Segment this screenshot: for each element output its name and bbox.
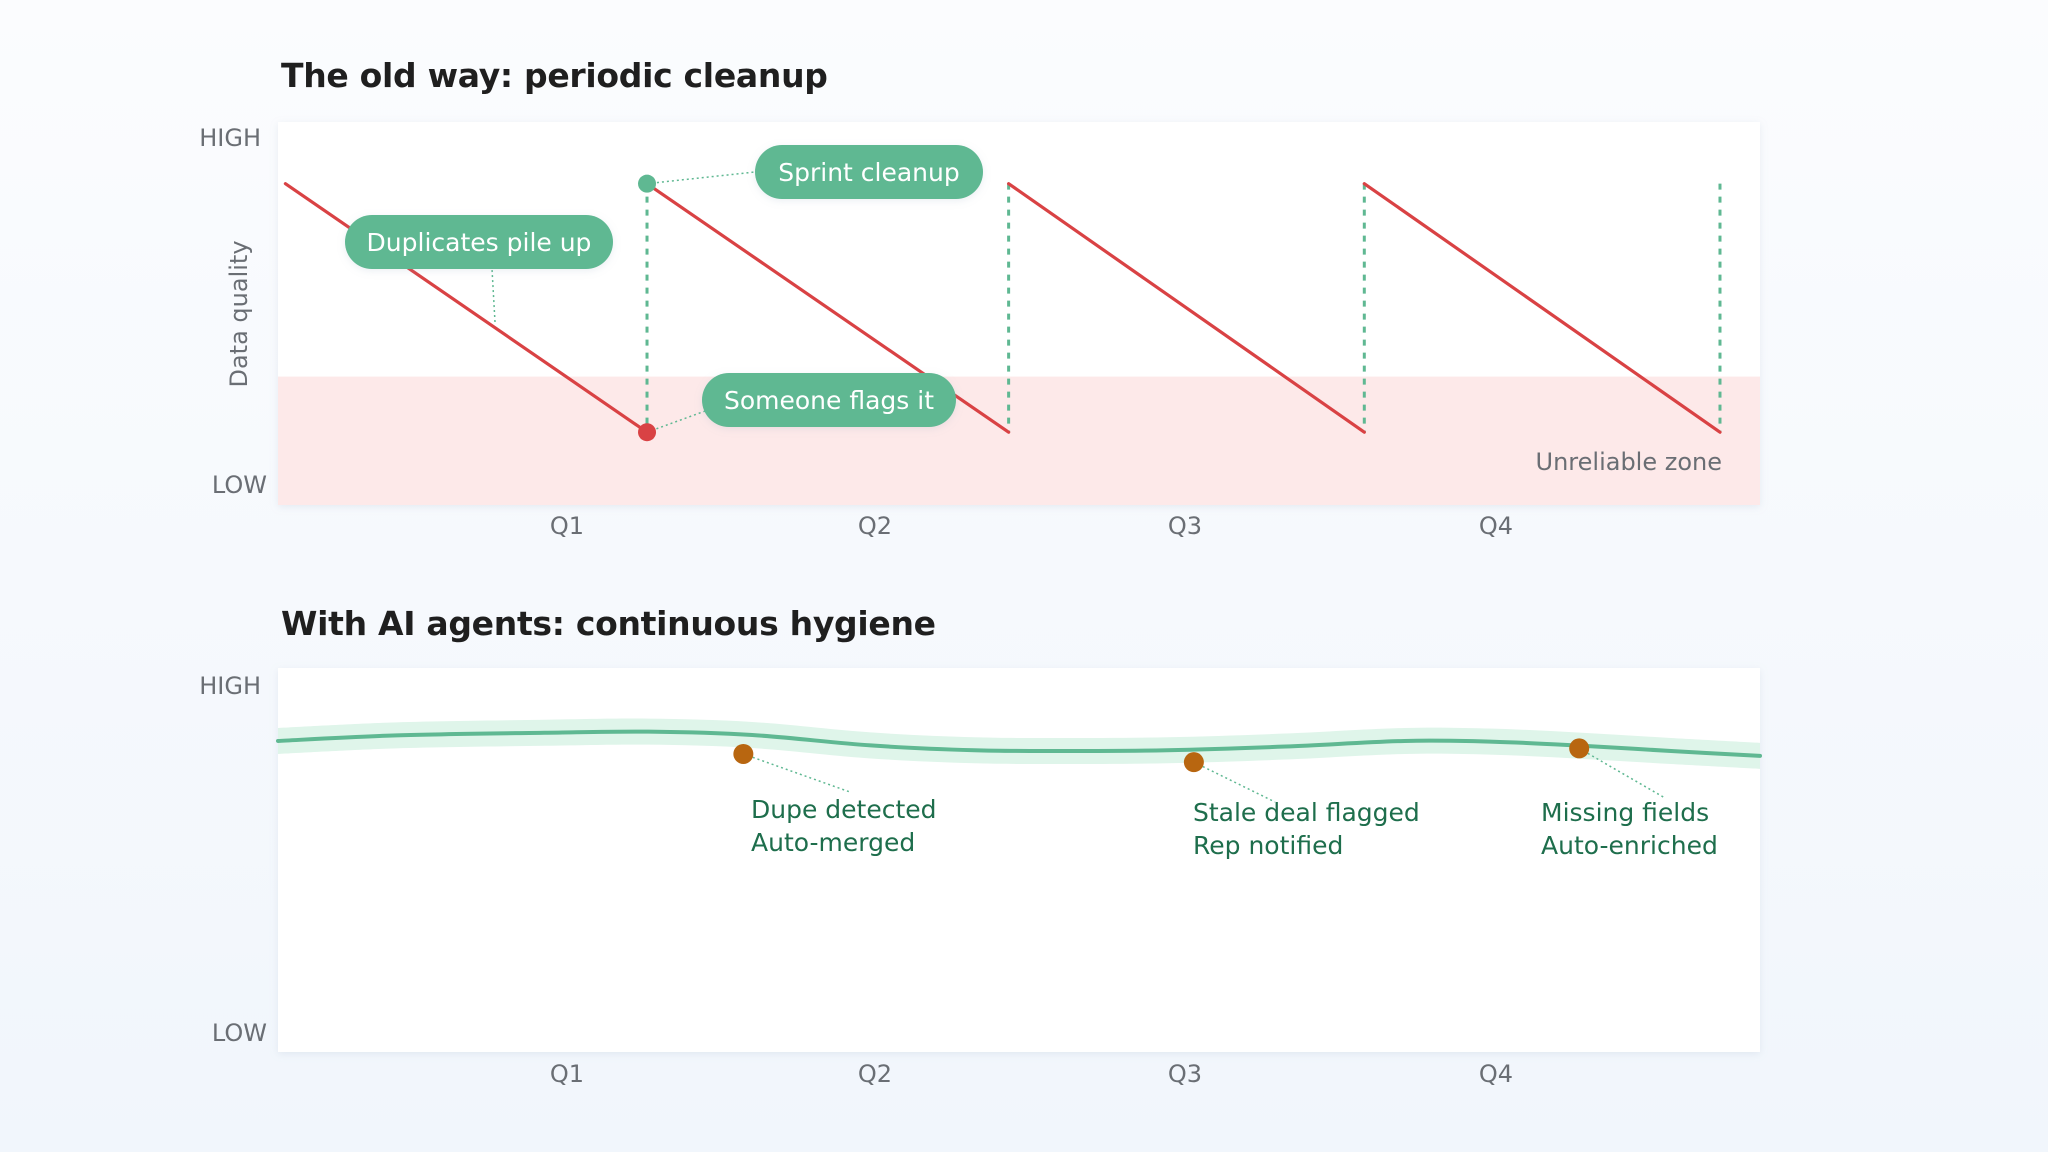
y-tick-high: HIGH	[199, 124, 261, 152]
x-tick-label: Q3	[1168, 512, 1202, 540]
y-tick-low: LOW	[212, 1019, 267, 1047]
y-tick-high: HIGH	[199, 672, 261, 700]
quality-line	[276, 729, 1762, 758]
decay-segment	[1362, 182, 1722, 434]
event-annotation-line: Dupe detected	[751, 795, 937, 824]
chart-title-ai-agents: With AI agents: continuous hygiene	[281, 604, 936, 643]
annotation-leader	[1193, 761, 1276, 803]
x-tick-label: Q2	[858, 1060, 892, 1088]
annotation-pill-label: Duplicates pile up	[367, 228, 592, 257]
annotation-leader	[491, 268, 496, 323]
x-tick-label: Q4	[1479, 1060, 1513, 1088]
x-tick-label: Q1	[550, 1060, 584, 1088]
annotation-dot	[638, 174, 657, 193]
decay-segment	[283, 182, 649, 434]
event-dot	[1183, 752, 1204, 773]
annotation-leader	[743, 753, 851, 793]
event-annotation-line: Missing fields	[1541, 798, 1709, 827]
annotation-leader	[646, 409, 709, 433]
x-tick-label: Q4	[1479, 512, 1513, 540]
chart-title-old-way: The old way: periodic cleanup	[281, 56, 828, 95]
annotation-leader	[646, 171, 756, 185]
event-annotation-line: Auto-merged	[751, 828, 915, 857]
annotation-leader	[1578, 747, 1666, 799]
event-annotation-line: Stale deal flagged	[1193, 798, 1420, 827]
y-axis-label: Data quality	[225, 240, 253, 387]
annotation-dot	[638, 423, 657, 442]
unreliable-zone	[278, 376, 1760, 505]
event-dot	[1569, 738, 1590, 759]
annotation-pill-label: Sprint cleanup	[778, 158, 960, 187]
y-tick-low: LOW	[212, 471, 267, 499]
x-tick-label: Q3	[1168, 1060, 1202, 1088]
annotation-pill	[755, 145, 983, 199]
x-tick-label: Q1	[550, 512, 584, 540]
unreliable-zone-label: Unreliable zone	[1536, 448, 1722, 476]
x-tick-label: Q2	[858, 512, 892, 540]
decay-segment	[1007, 182, 1366, 434]
annotation-pill	[702, 373, 956, 427]
annotation-pill-label: Someone flags it	[724, 386, 934, 415]
event-annotation-line: Rep notified	[1193, 831, 1343, 860]
event-dot	[733, 743, 754, 764]
event-annotation-line: Auto-enriched	[1541, 831, 1718, 860]
annotation-pill	[345, 215, 613, 269]
